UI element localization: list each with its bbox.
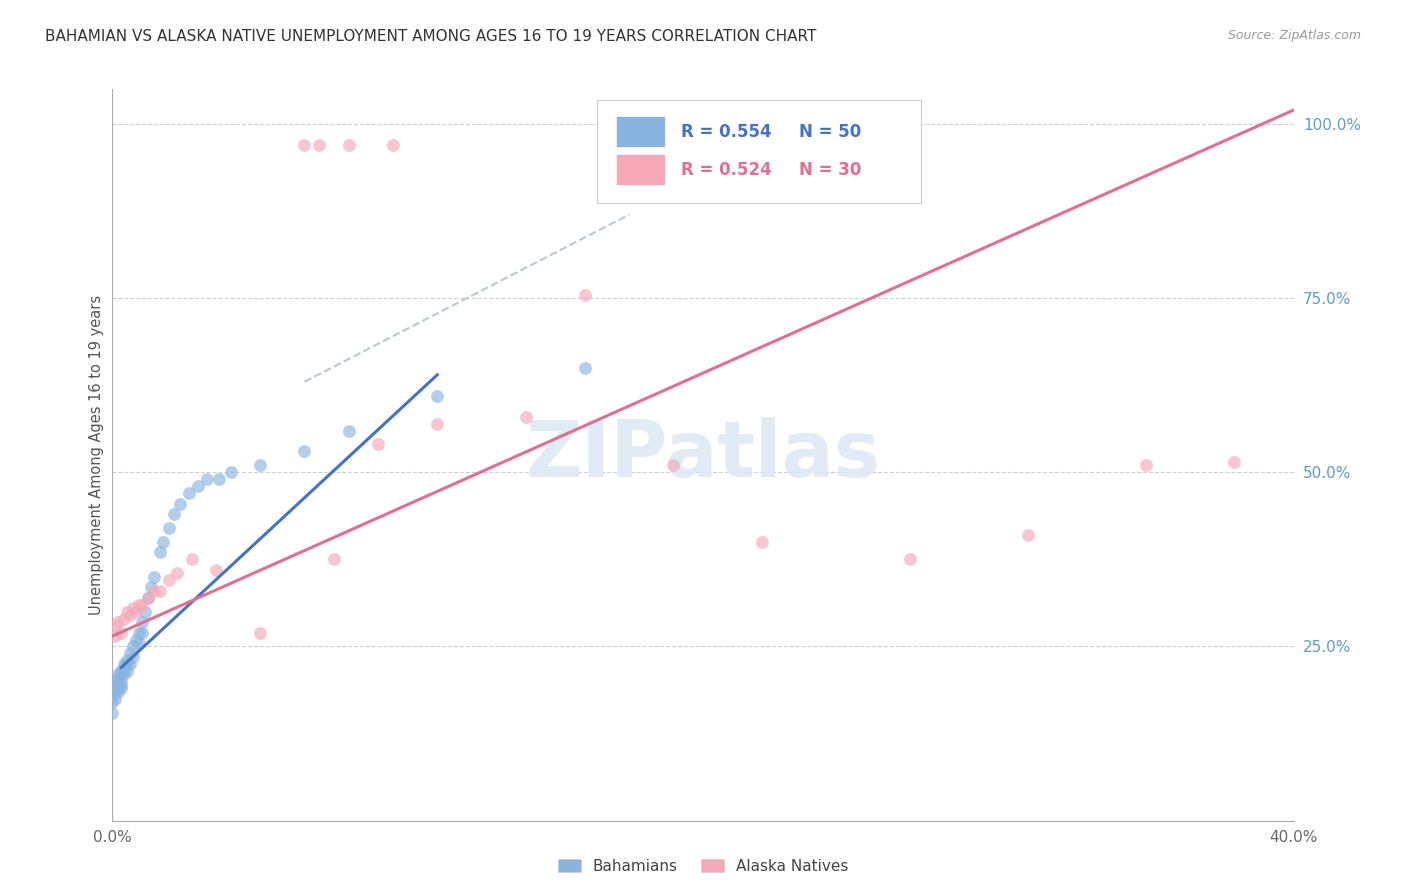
Point [574,360,596,375]
Point [898,552,921,566]
Point [1135,458,1157,473]
Point [134,605,156,619]
Bar [617,117,664,146]
Point [136,591,159,605]
Point [128,636,150,650]
Point [131,615,153,629]
Point [157,521,180,535]
Point [179,486,201,500]
Point [574,287,596,301]
Point [292,444,315,458]
Point [122,649,145,664]
Point [104,691,127,706]
Point [149,583,172,598]
Point [110,681,132,696]
Y-axis label: Unemployment Among Ages 16 to 19 years: Unemployment Among Ages 16 to 19 years [89,295,104,615]
Point [122,640,145,654]
Point [112,667,135,681]
Point [120,657,142,671]
Point [131,625,153,640]
Point [136,591,159,605]
Point [169,497,191,511]
Point [515,409,537,424]
Point [139,580,162,594]
Text: Source: ZipAtlas.com: Source: ZipAtlas.com [1227,29,1361,42]
Point [117,657,138,671]
Point [107,667,129,681]
Point [1017,528,1039,542]
Point [110,678,132,692]
Point [187,479,209,493]
Point [112,612,135,626]
Point [101,695,124,709]
Point [104,618,127,632]
Point [101,706,124,720]
Text: N = 30: N = 30 [799,161,860,178]
Point [195,472,218,486]
Point [104,674,127,689]
Text: R = 0.524: R = 0.524 [681,161,772,178]
Point [107,678,129,692]
Text: BAHAMIAN VS ALASKA NATIVE UNEMPLOYMENT AMONG AGES 16 TO 19 YEARS CORRELATION CHA: BAHAMIAN VS ALASKA NATIVE UNEMPLOYMENT A… [45,29,817,44]
Point [323,552,346,566]
Legend: Bahamians, Alaska Natives: Bahamians, Alaska Natives [551,853,855,880]
Point [131,598,153,612]
Point [292,137,315,152]
Point [157,574,180,588]
Point [117,664,138,678]
Point [382,137,405,152]
Bar [617,155,664,185]
Point [104,678,127,692]
Point [128,625,150,640]
Point [117,605,138,619]
Point [112,660,135,674]
Point [166,566,188,581]
Point [308,137,330,152]
Point [149,545,172,559]
Point [337,424,360,438]
Point [107,671,129,685]
Point [104,685,127,699]
Text: ZIPatlas: ZIPatlas [526,417,880,493]
Point [426,417,449,431]
Point [181,552,204,566]
Point [337,137,360,152]
Point [125,632,148,647]
Point [110,674,132,689]
Point [426,389,449,403]
Point [110,667,132,681]
Point [122,601,145,615]
FancyBboxPatch shape [596,100,921,202]
Text: N = 50: N = 50 [799,122,860,141]
Point [249,458,271,473]
Point [163,507,186,521]
Point [142,570,165,584]
Point [117,653,138,667]
Point [152,535,174,549]
Point [751,535,773,549]
Point [662,458,685,473]
Point [120,608,142,623]
Point [249,625,271,640]
Point [205,563,228,577]
Point [1223,455,1246,469]
Text: R = 0.554: R = 0.554 [681,122,770,141]
Point [101,688,124,702]
Point [367,437,389,451]
Point [110,664,132,678]
Point [128,598,150,612]
Point [107,685,129,699]
Point [142,583,165,598]
Point [104,629,127,643]
Point [120,647,142,661]
Point [110,625,132,640]
Point [112,657,135,671]
Point [208,472,231,486]
Point [107,615,129,629]
Point [219,466,242,480]
Point [125,605,148,619]
